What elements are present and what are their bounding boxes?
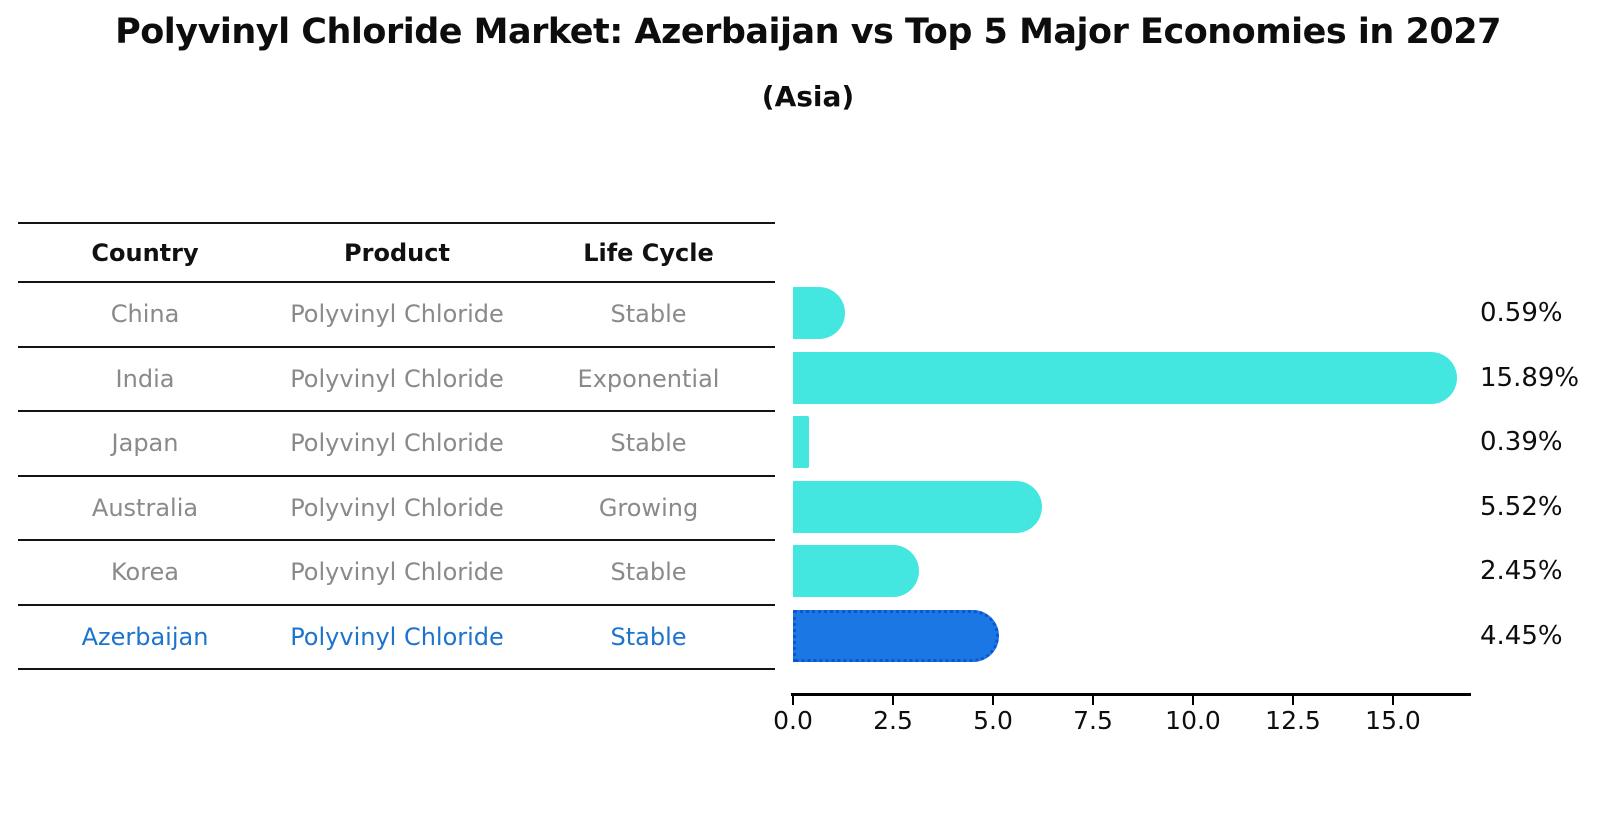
bar-korea	[793, 545, 919, 597]
table-row: India Polyvinyl Chloride Exponential	[18, 348, 775, 412]
cell-life-cycle: Stable	[610, 300, 687, 329]
x-tick-mark	[892, 694, 894, 705]
cell-life-cycle: Stable	[610, 558, 687, 587]
cell-product: Polyvinyl Chloride	[290, 429, 504, 458]
x-tick-mark	[792, 694, 794, 705]
bar-japan	[793, 416, 809, 468]
x-tick-mark	[1292, 694, 1294, 705]
table-header-product: Product	[344, 238, 450, 267]
chart-subtitle: (Asia)	[761, 80, 855, 113]
bar-australia	[793, 480, 1042, 533]
bar-india	[793, 351, 1457, 404]
table-body: China Polyvinyl Chloride Stable India Polyvi…	[18, 283, 775, 670]
x-tick-label: 7.5	[1073, 706, 1113, 735]
x-tick-label: 0.0	[773, 706, 813, 735]
x-tick-label: 2.5	[873, 706, 913, 735]
table-row: Korea Polyvinyl Chloride Stable	[18, 541, 775, 606]
cell-country: India	[115, 364, 175, 393]
value-label: 0.39%	[1480, 427, 1563, 457]
cell-product: Polyvinyl Chloride	[290, 364, 504, 393]
cell-product: Polyvinyl Chloride	[290, 300, 504, 329]
cell-product: Polyvinyl Chloride	[290, 622, 504, 651]
cell-country: China	[110, 300, 180, 329]
cell-product: Polyvinyl Chloride	[290, 558, 504, 587]
cell-life-cycle: Stable	[610, 429, 687, 458]
value-label: 2.45%	[1480, 556, 1563, 586]
table-header-life-cycle: Life Cycle	[583, 238, 714, 267]
table-row: Australia Polyvinyl Chloride Growing	[18, 477, 775, 541]
table-row: China Polyvinyl Chloride Stable	[18, 283, 775, 348]
bar-china	[793, 287, 845, 339]
cell-country: Australia	[91, 493, 199, 522]
table-row: Japan Polyvinyl Chloride Stable	[18, 412, 775, 477]
x-tick-label: 12.5	[1265, 706, 1321, 735]
cell-country: Azerbaijan	[81, 622, 209, 651]
cell-life-cycle: Stable	[610, 622, 687, 651]
cell-life-cycle: Growing	[598, 493, 699, 522]
cell-product: Polyvinyl Chloride	[290, 493, 504, 522]
value-label: 4.45%	[1480, 620, 1563, 651]
x-tick-label: 15.0	[1365, 706, 1421, 735]
data-table: Country Product Life Cycle China Polyviny…	[18, 222, 775, 670]
x-tick-mark	[1192, 694, 1194, 705]
table-row: Azerbaijan Polyvinyl Chloride Stable	[18, 606, 775, 670]
x-tick-label: 10.0	[1165, 706, 1221, 735]
cell-country: Korea	[110, 558, 180, 587]
cell-life-cycle: Exponential	[577, 364, 720, 393]
x-axis-line	[791, 693, 1471, 696]
table-header-row: Country Product Life Cycle	[18, 224, 775, 283]
x-tick-label: 5.0	[973, 706, 1013, 735]
x-tick-mark	[1092, 694, 1094, 705]
cell-country: Japan	[111, 429, 179, 458]
table-header-country: Country	[91, 238, 199, 267]
bar-azerbaijan	[793, 609, 999, 662]
x-tick-mark	[992, 694, 994, 705]
value-label: 15.89%	[1480, 362, 1580, 393]
chart-title: Polyvinyl Chloride Market: Azerbaijan vs…	[115, 12, 1501, 52]
value-label: 0.59%	[1480, 298, 1563, 328]
value-label: 5.52%	[1480, 491, 1563, 522]
x-tick-mark	[1392, 694, 1394, 705]
